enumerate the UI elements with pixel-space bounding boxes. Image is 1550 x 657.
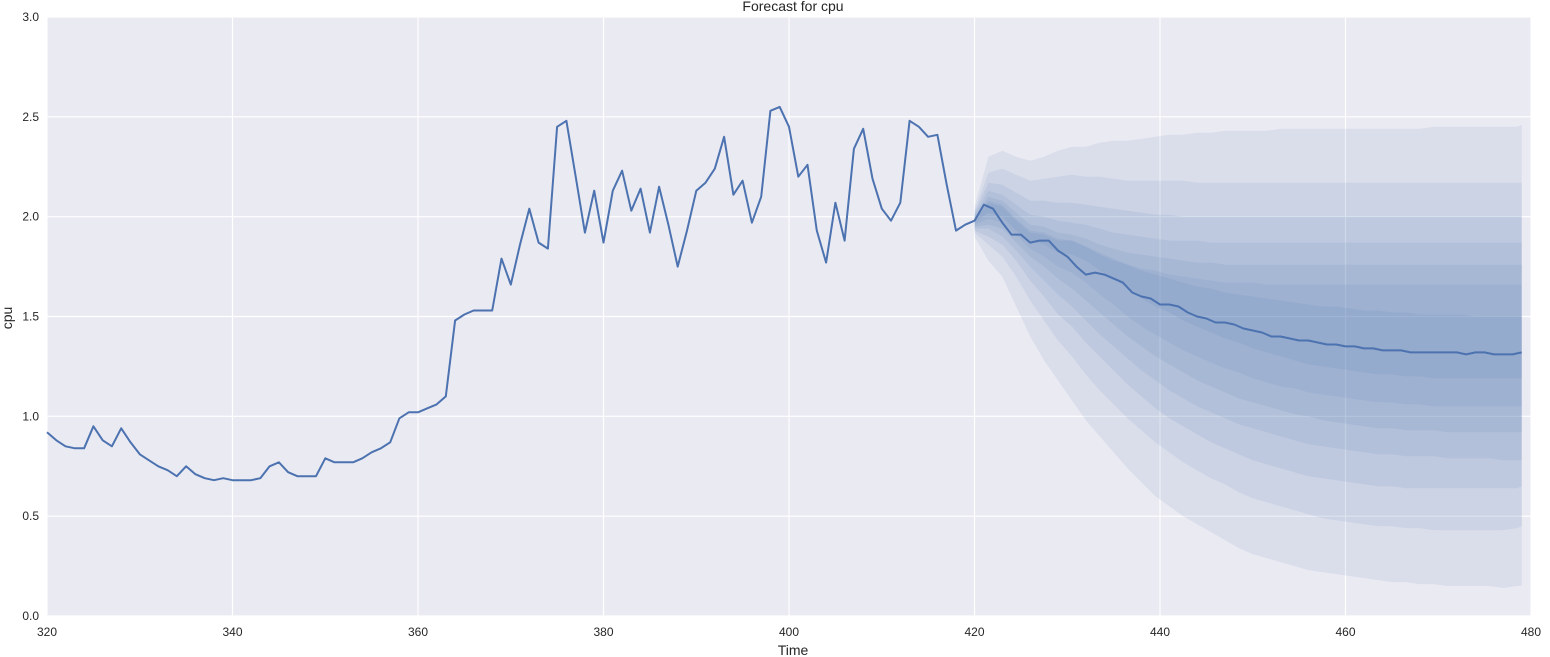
x-tick-label: 360 — [408, 625, 428, 639]
x-tick-label: 340 — [222, 625, 242, 639]
x-tick-label: 440 — [1150, 625, 1170, 639]
forecast-band — [974, 190, 1522, 461]
y-axis-label: cpu — [0, 307, 15, 330]
y-tick-label: 2.0 — [22, 210, 39, 224]
forecast-band — [974, 196, 1522, 433]
tick-labels: 320 340 360 380 400 420 440 460 480 0.0 0.5 1.0 1.5 2… — [22, 10, 1541, 639]
y-tick-label: 1.5 — [22, 310, 39, 324]
forecast-band — [974, 182, 1522, 489]
forecast-band — [974, 168, 1522, 531]
y-tick-label: 3.0 — [22, 10, 39, 24]
grid-lines — [46, 16, 1532, 617]
x-axis-label: Time — [778, 642, 809, 657]
y-tick-label: 0.5 — [22, 509, 39, 523]
forecast-median-line — [973, 203, 1522, 356]
x-tick-label: 460 — [1335, 625, 1355, 639]
series-lines — [46, 105, 1522, 482]
x-tick-label: 380 — [593, 625, 613, 639]
x-tick-label: 480 — [1521, 625, 1541, 639]
chart-title: Forecast for cpu — [742, 0, 843, 14]
forecast-quantile-bands — [974, 124, 1522, 589]
x-tick-label: 320 — [37, 625, 57, 639]
x-tick-label: 400 — [779, 625, 799, 639]
history-line — [46, 105, 975, 482]
forecast-band — [974, 200, 1522, 407]
y-tick-label: 1.0 — [22, 409, 39, 423]
forecast-band — [974, 202, 1522, 379]
y-tick-label: 0.0 — [22, 609, 39, 623]
x-tick-label: 420 — [964, 625, 984, 639]
y-tick-label: 2.5 — [22, 110, 39, 124]
forecast-band — [974, 124, 1522, 589]
